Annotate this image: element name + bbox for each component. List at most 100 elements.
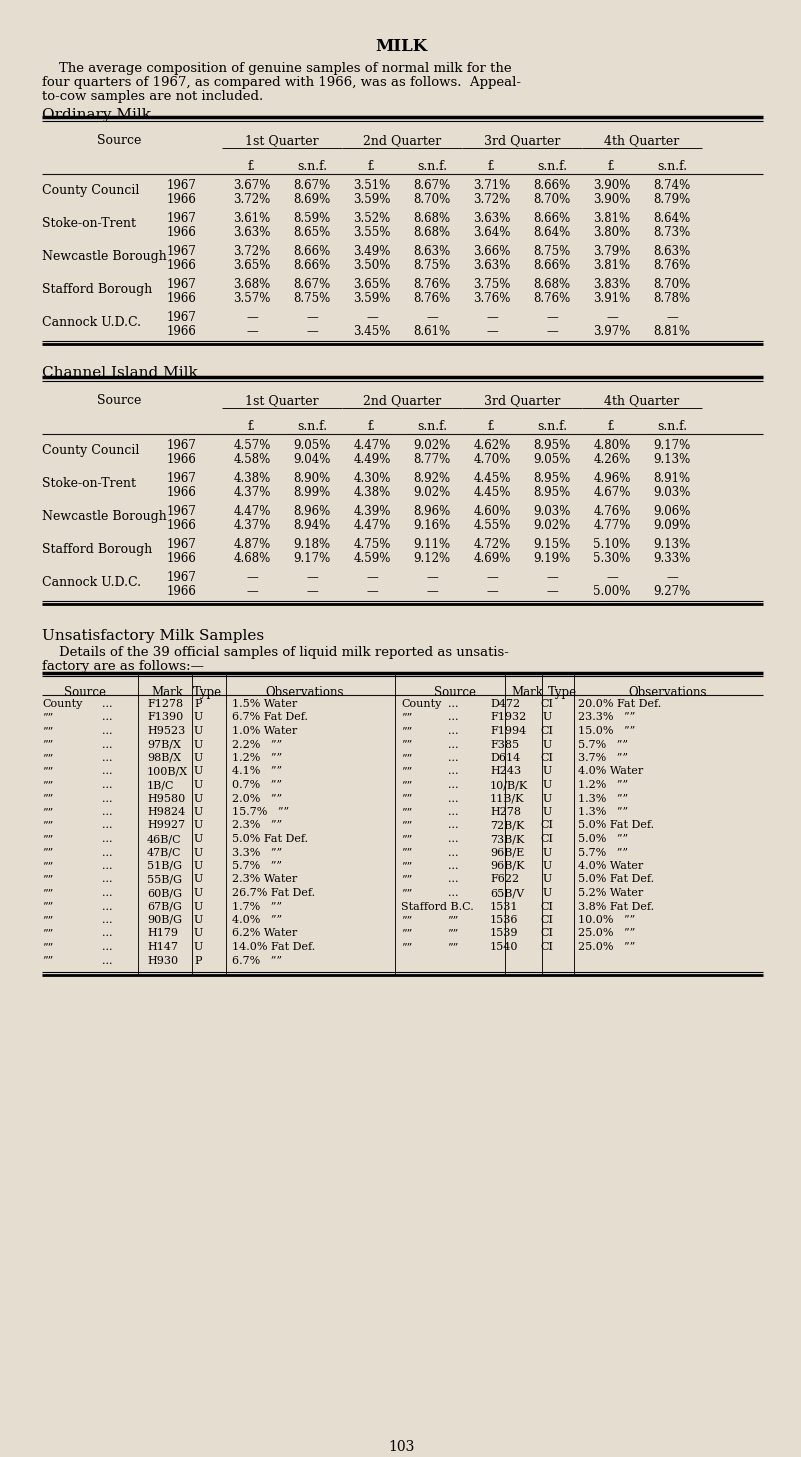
Text: U: U <box>542 779 552 790</box>
Text: 4.38%: 4.38% <box>233 472 271 485</box>
Text: 8.77%: 8.77% <box>413 453 451 466</box>
Text: 1966: 1966 <box>166 552 196 565</box>
Text: 8.95%: 8.95% <box>533 439 570 452</box>
Text: ...: ... <box>102 861 112 871</box>
Text: U: U <box>542 848 552 858</box>
Text: 3.71%: 3.71% <box>473 179 510 192</box>
Text: s.n.f.: s.n.f. <box>417 420 447 433</box>
Text: 90B/G: 90B/G <box>147 915 182 925</box>
Text: ””: ”” <box>42 956 53 966</box>
Text: f.: f. <box>488 160 496 173</box>
Text: —: — <box>366 571 378 584</box>
Text: 3.63%: 3.63% <box>233 226 271 239</box>
Text: ...: ... <box>102 887 112 898</box>
Text: 9.16%: 9.16% <box>413 519 451 532</box>
Text: ””: ”” <box>42 861 53 871</box>
Text: 8.61%: 8.61% <box>413 325 450 338</box>
Text: 4.0% Water: 4.0% Water <box>578 766 643 777</box>
Text: 26.7% Fat Def.: 26.7% Fat Def. <box>232 887 315 898</box>
Text: —: — <box>546 586 557 597</box>
Text: U: U <box>542 807 552 817</box>
Text: s.n.f.: s.n.f. <box>417 160 447 173</box>
Text: ...: ... <box>102 915 112 925</box>
Text: Newcastle Borough: Newcastle Borough <box>42 251 167 264</box>
Text: 9.15%: 9.15% <box>533 538 570 551</box>
Text: ...: ... <box>448 807 458 817</box>
Text: f.: f. <box>248 420 256 433</box>
Text: 4.55%: 4.55% <box>473 519 511 532</box>
Text: 1967: 1967 <box>166 538 196 551</box>
Text: 8.79%: 8.79% <box>654 192 690 205</box>
Text: 4.38%: 4.38% <box>353 487 391 498</box>
Text: Stafford Borough: Stafford Borough <box>42 283 152 296</box>
Text: 8.70%: 8.70% <box>413 192 451 205</box>
Text: 96B/K: 96B/K <box>490 861 525 871</box>
Text: 5.30%: 5.30% <box>594 552 630 565</box>
Text: ””: ”” <box>42 848 53 858</box>
Text: 4.76%: 4.76% <box>594 506 630 519</box>
Text: —: — <box>246 571 258 584</box>
Text: 4.96%: 4.96% <box>594 472 630 485</box>
Text: 8.95%: 8.95% <box>533 472 570 485</box>
Text: U: U <box>193 887 203 898</box>
Text: —: — <box>306 310 318 323</box>
Text: County Council: County Council <box>42 184 139 197</box>
Text: 8.66%: 8.66% <box>533 179 570 192</box>
Text: 4.62%: 4.62% <box>473 439 510 452</box>
Text: 8.66%: 8.66% <box>293 259 331 272</box>
Text: ””: ”” <box>401 726 413 736</box>
Text: 9.18%: 9.18% <box>293 538 331 551</box>
Text: CI: CI <box>541 833 553 844</box>
Text: ...: ... <box>448 753 458 763</box>
Text: 25.0%   ””: 25.0% ”” <box>578 943 635 951</box>
Text: ””: ”” <box>401 861 413 871</box>
Text: 3.90%: 3.90% <box>594 192 630 205</box>
Text: H278: H278 <box>490 807 521 817</box>
Text: ...: ... <box>102 807 112 817</box>
Text: 6.2% Water: 6.2% Water <box>232 928 297 938</box>
Text: 5.0%   ””: 5.0% ”” <box>578 833 628 844</box>
Text: 3.51%: 3.51% <box>353 179 391 192</box>
Text: ...: ... <box>102 874 112 884</box>
Text: ””: ”” <box>401 833 413 844</box>
Text: 4th Quarter: 4th Quarter <box>605 134 679 147</box>
Text: 1536: 1536 <box>490 915 518 925</box>
Text: 5.7%   ””: 5.7% ”” <box>578 740 628 749</box>
Text: ””: ”” <box>42 915 53 925</box>
Text: ””: ”” <box>42 766 53 777</box>
Text: 2.0%   ””: 2.0% ”” <box>232 794 282 803</box>
Text: 5.0% Fat Def.: 5.0% Fat Def. <box>232 833 308 844</box>
Text: 3.81%: 3.81% <box>594 213 630 224</box>
Text: U: U <box>193 943 203 951</box>
Text: 4.60%: 4.60% <box>473 506 511 519</box>
Text: F1932: F1932 <box>490 712 526 723</box>
Text: H147: H147 <box>147 943 178 951</box>
Text: 8.76%: 8.76% <box>654 259 690 272</box>
Text: f.: f. <box>368 160 376 173</box>
Text: 9.13%: 9.13% <box>654 538 690 551</box>
Text: ...: ... <box>102 833 112 844</box>
Text: 4th Quarter: 4th Quarter <box>605 393 679 407</box>
Text: 1B/C: 1B/C <box>147 779 175 790</box>
Text: 3.49%: 3.49% <box>353 245 391 258</box>
Text: 1.2%   ””: 1.2% ”” <box>578 779 628 790</box>
Text: U: U <box>542 712 552 723</box>
Text: ””: ”” <box>42 820 53 830</box>
Text: 8.75%: 8.75% <box>413 259 451 272</box>
Text: 5.10%: 5.10% <box>594 538 630 551</box>
Text: 9.02%: 9.02% <box>533 519 570 532</box>
Text: —: — <box>426 310 438 323</box>
Text: 8.78%: 8.78% <box>654 291 690 305</box>
Text: 4.30%: 4.30% <box>353 472 391 485</box>
Text: H9580: H9580 <box>147 794 185 803</box>
Text: ...: ... <box>102 902 112 912</box>
Text: 8.73%: 8.73% <box>654 226 690 239</box>
Text: f.: f. <box>608 420 616 433</box>
Text: 8.99%: 8.99% <box>293 487 331 498</box>
Text: U: U <box>542 740 552 749</box>
Text: 3.65%: 3.65% <box>233 259 271 272</box>
Text: s.n.f.: s.n.f. <box>537 160 567 173</box>
Text: H179: H179 <box>147 928 178 938</box>
Text: ””: ”” <box>401 928 413 938</box>
Text: The average composition of genuine samples of normal milk for the: The average composition of genuine sampl… <box>42 63 512 74</box>
